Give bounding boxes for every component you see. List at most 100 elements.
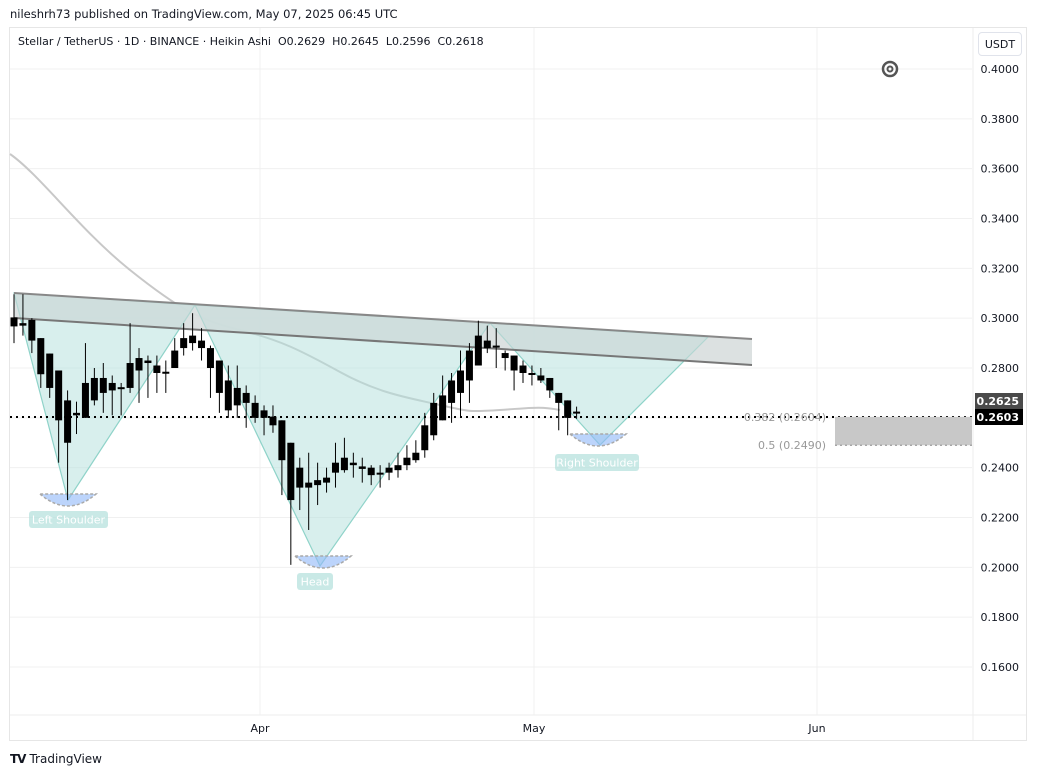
candle-body bbox=[10, 317, 18, 327]
candle bbox=[171, 338, 179, 369]
candle-body bbox=[28, 319, 36, 341]
right-shoulder-label: Right Shoulder bbox=[555, 454, 639, 471]
head-and-shoulders-pattern: Left Shoulder Head Right Shoulder bbox=[9, 153, 753, 590]
candle-body bbox=[331, 462, 339, 473]
candle-body bbox=[287, 442, 295, 501]
candle-body bbox=[465, 350, 473, 381]
candle-body bbox=[528, 372, 536, 375]
candle bbox=[465, 343, 473, 403]
candle-body bbox=[403, 457, 411, 466]
candle-body bbox=[376, 472, 384, 475]
candle bbox=[135, 348, 143, 403]
price-tick: 0.1800 bbox=[981, 611, 1020, 624]
candle bbox=[198, 328, 206, 361]
price-tick: 0.1600 bbox=[981, 661, 1020, 674]
candle-body bbox=[73, 412, 81, 416]
candle-body bbox=[162, 371, 170, 374]
candle bbox=[430, 392, 438, 441]
candle-body bbox=[108, 382, 116, 391]
tradingview-logo[interactable]: TV TradingView bbox=[10, 752, 102, 766]
candle bbox=[385, 462, 393, 481]
neckline-upper bbox=[13, 292, 753, 340]
candle bbox=[340, 437, 348, 473]
candle-body bbox=[19, 323, 27, 326]
candle bbox=[519, 360, 527, 383]
candle bbox=[10, 294, 18, 344]
time-tick: Apr bbox=[250, 722, 270, 735]
candle-body bbox=[349, 462, 357, 466]
candle-body bbox=[260, 410, 268, 418]
time-axis[interactable]: Apr May Jun bbox=[250, 722, 825, 735]
candle bbox=[501, 350, 509, 371]
right-shoulder-label-text: Right Shoulder bbox=[556, 457, 638, 470]
head-label: Head bbox=[297, 573, 333, 590]
candle-body bbox=[573, 411, 581, 414]
time-tick: May bbox=[523, 722, 546, 735]
candle bbox=[564, 400, 572, 436]
candle-body bbox=[180, 338, 188, 349]
candle-body bbox=[242, 392, 250, 403]
candle-body bbox=[385, 467, 393, 473]
price-tick: 0.3200 bbox=[981, 262, 1020, 275]
candle-body bbox=[483, 340, 491, 349]
candle bbox=[573, 406, 581, 419]
candle-body bbox=[171, 350, 179, 369]
candle-body bbox=[46, 353, 54, 388]
candle-body bbox=[215, 360, 223, 393]
candle bbox=[180, 323, 188, 356]
published-line: nileshrh73 published on TradingView.com,… bbox=[10, 7, 398, 21]
candle-body bbox=[412, 452, 420, 461]
target-icon-inner bbox=[886, 65, 894, 73]
candle bbox=[233, 365, 241, 418]
neckline-lower bbox=[13, 317, 753, 366]
candle-body bbox=[269, 416, 277, 426]
candle bbox=[37, 338, 45, 388]
overlays: 0.382 (0.2604) 0.5 (0.2490) bbox=[10, 60, 972, 452]
candle bbox=[19, 294, 27, 336]
candlesticks bbox=[10, 294, 581, 565]
currency-button[interactable]: USDT bbox=[978, 32, 1022, 56]
price-tick: 0.3000 bbox=[981, 312, 1020, 325]
candle bbox=[376, 465, 384, 488]
candle bbox=[224, 365, 232, 418]
left-shoulder-label-bg bbox=[29, 511, 108, 528]
price-tick: 0.2400 bbox=[981, 462, 1020, 475]
candle-body bbox=[564, 400, 572, 418]
candle bbox=[153, 355, 161, 393]
candle bbox=[546, 377, 554, 398]
candle-body bbox=[323, 477, 331, 483]
candle bbox=[448, 372, 456, 423]
candle-body bbox=[117, 387, 125, 390]
chart-frame bbox=[9, 27, 1027, 741]
left-shoulder-label-text: Left Shoulder bbox=[32, 514, 106, 527]
candle-body bbox=[358, 466, 366, 469]
candle bbox=[28, 318, 36, 354]
target-icon[interactable] bbox=[881, 60, 899, 78]
candle bbox=[555, 392, 563, 431]
price-tick: 0.2800 bbox=[981, 362, 1020, 375]
candle-body bbox=[314, 480, 322, 486]
candle-body bbox=[546, 377, 554, 391]
fib-label: 0.382 (0.2604) bbox=[744, 411, 826, 424]
candle-body bbox=[135, 358, 143, 371]
candle bbox=[99, 363, 107, 413]
candle bbox=[421, 412, 429, 458]
candle bbox=[108, 375, 116, 416]
candle bbox=[144, 355, 152, 398]
price-tick: 0.4000 bbox=[981, 63, 1020, 76]
candle-body bbox=[99, 377, 107, 393]
candle-body bbox=[510, 355, 518, 371]
candle-body bbox=[296, 467, 304, 488]
candle-body bbox=[55, 370, 63, 421]
price-axis[interactable]: 0.4000 0.3800 0.3600 0.3400 0.3200 0.3000 0.28… bbox=[975, 63, 1023, 674]
candle-body bbox=[153, 365, 161, 373]
head-marker bbox=[292, 555, 354, 569]
candle bbox=[278, 420, 286, 496]
candle-body bbox=[537, 375, 545, 381]
candle bbox=[492, 328, 500, 369]
candle bbox=[242, 385, 250, 428]
time-tick: Jun bbox=[807, 722, 825, 735]
candle bbox=[90, 368, 98, 406]
symbol-legend: Stellar / TetherUS · 1D · BINANCE · Heik… bbox=[18, 35, 484, 48]
